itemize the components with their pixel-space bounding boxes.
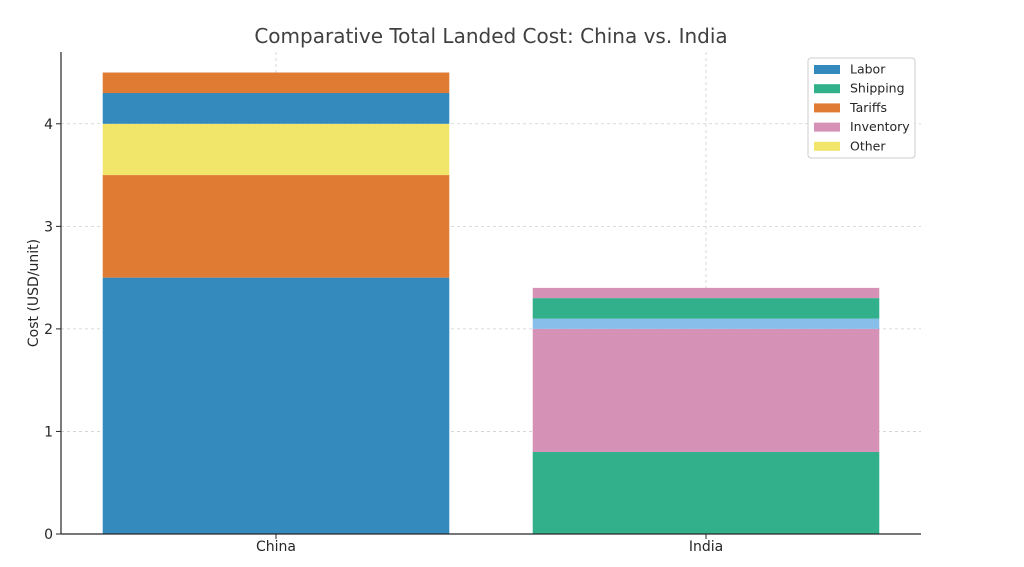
y-tick-label: 2 — [44, 322, 53, 338]
legend-label-inventory: Inventory — [850, 119, 910, 134]
legend: Labor Shipping Tariffs Inventory Other — [807, 57, 916, 159]
legend-swatch-other — [814, 141, 840, 151]
bar-segment-india-2 — [532, 328, 880, 452]
bar-segment-india-3 — [532, 318, 880, 329]
legend-swatch-shipping — [814, 84, 840, 94]
legend-swatch-labor — [814, 65, 840, 74]
bar-segment-india-4 — [532, 298, 880, 319]
legend-swatch-inventory — [814, 122, 840, 132]
legend-label-labor: Labor — [850, 62, 886, 77]
bar-segment-china-5 — [102, 72, 450, 94]
legend-label-tariffs: Tariffs — [849, 100, 887, 115]
legend-box — [807, 57, 916, 159]
y-axis-label: Cost (USD/unit) — [26, 239, 42, 347]
y-tick-label: 1 — [44, 424, 53, 440]
bar-segment-china-1 — [102, 277, 450, 534]
tick-labels: 0 1 2 3 4 China India — [44, 117, 723, 555]
bar-segment-india-1 — [532, 451, 880, 534]
bars — [102, 72, 880, 534]
legend-label-shipping: Shipping — [850, 81, 905, 96]
legend-swatch-tariffs — [814, 103, 840, 113]
bar-segment-india-5 — [532, 287, 880, 299]
bar-segment-china-4 — [102, 93, 450, 124]
x-tick-label: India — [689, 539, 723, 555]
y-tick-label: 0 — [44, 527, 53, 543]
legend-label-other: Other — [850, 138, 886, 153]
axes — [56, 52, 921, 539]
bar-segment-china-2 — [102, 175, 450, 278]
y-tick-label: 4 — [44, 117, 53, 133]
x-tick-label: China — [256, 539, 296, 555]
bar-segment-china-3 — [102, 123, 450, 176]
chart-title: Comparative Total Landed Cost: China vs.… — [254, 24, 727, 48]
y-tick-label: 3 — [44, 219, 53, 235]
